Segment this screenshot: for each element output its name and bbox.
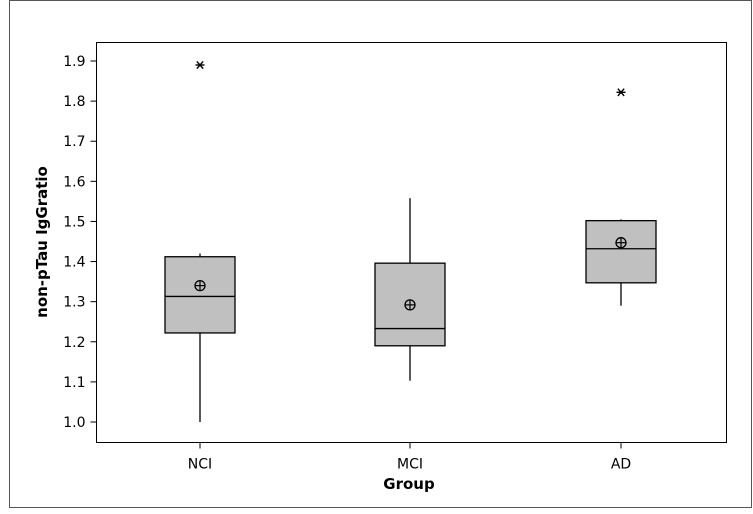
box-nci: [164, 60, 236, 422]
y-axis-title: non-pTau IgGratio: [33, 166, 51, 318]
x-tick-label: NCI: [188, 457, 212, 473]
y-tick-label: 1.0: [63, 415, 85, 431]
mean-marker: [404, 299, 416, 311]
box-mci: [374, 198, 446, 381]
outlier-marker: [616, 88, 626, 97]
x-tick-label: MCI: [397, 457, 423, 473]
outlier-stroke: [617, 88, 625, 97]
y-tick-label: 1.2: [63, 335, 85, 351]
mean-marker: [194, 279, 206, 292]
mean-marker: [615, 237, 627, 249]
x-axis: NCI MCI AD: [188, 442, 631, 473]
x-tick-label: AD: [611, 457, 631, 473]
y-tick-label: 1.7: [63, 134, 85, 150]
y-tick-label: 1.6: [63, 174, 85, 190]
y-tick-label: 1.9: [63, 54, 85, 70]
iqr-box: [585, 219, 657, 284]
y-tick-label: 1.8: [63, 94, 85, 110]
iqr-box: [164, 256, 236, 334]
y-tick-label: 1.3: [63, 295, 85, 311]
box-series: [164, 60, 657, 422]
y-tick-label: 1.5: [63, 214, 85, 230]
box-ad: [585, 88, 657, 306]
outlier-stroke: [196, 60, 204, 70]
x-axis-title: Group: [383, 475, 435, 493]
y-tick-label: 1.4: [63, 255, 85, 271]
outlier-marker: [195, 60, 205, 70]
y-tick-label: 1.1: [63, 375, 85, 391]
y-axis: 1.0 1.1 1.2 1.3 1.4 1.5 1.6 1.7 1.8 1.9: [63, 54, 97, 431]
